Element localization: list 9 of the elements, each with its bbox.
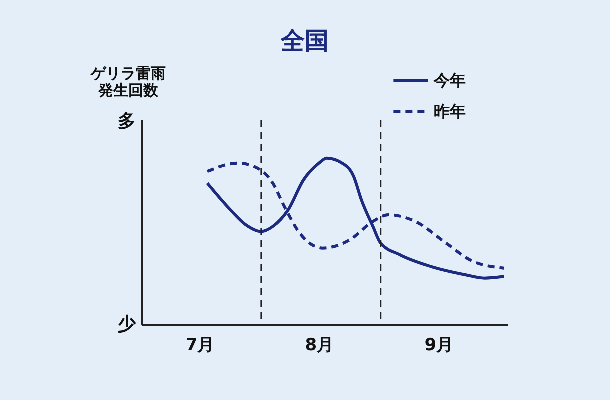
text: 少 bbox=[118, 314, 137, 335]
x-tick-label: 7月 bbox=[186, 336, 215, 356]
x-tick-label: 8月 bbox=[305, 336, 334, 356]
text: 多 bbox=[118, 111, 136, 132]
chart-title: 全国 bbox=[280, 27, 329, 55]
legend-label: 昨年 bbox=[434, 102, 466, 121]
y-axis-title: ゲリラ雷雨発生回数 bbox=[90, 64, 166, 100]
legend-label: 今年 bbox=[433, 71, 466, 90]
x-tick-label: 9月 bbox=[424, 336, 454, 356]
